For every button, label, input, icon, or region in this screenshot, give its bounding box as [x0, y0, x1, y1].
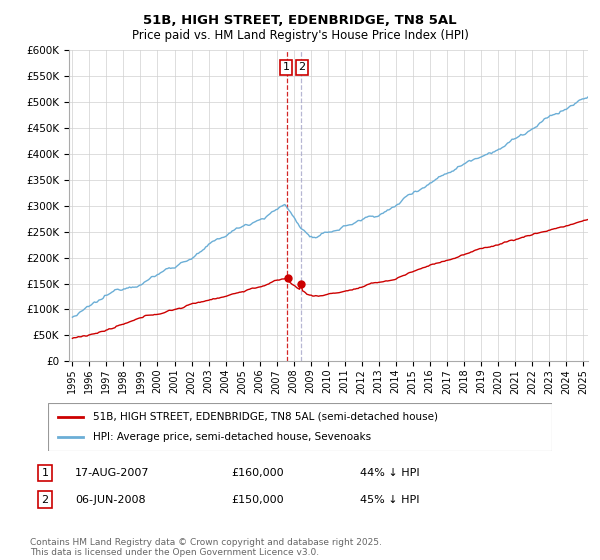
Text: 51B, HIGH STREET, EDENBRIDGE, TN8 5AL (semi-detached house): 51B, HIGH STREET, EDENBRIDGE, TN8 5AL (s… [94, 412, 439, 422]
Text: 1: 1 [283, 63, 289, 72]
Text: Contains HM Land Registry data © Crown copyright and database right 2025.
This d: Contains HM Land Registry data © Crown c… [30, 538, 382, 557]
Text: 2: 2 [299, 63, 305, 72]
Text: 17-AUG-2007: 17-AUG-2007 [75, 468, 149, 478]
Text: 06-JUN-2008: 06-JUN-2008 [75, 494, 146, 505]
Text: Price paid vs. HM Land Registry's House Price Index (HPI): Price paid vs. HM Land Registry's House … [131, 29, 469, 42]
Text: 45% ↓ HPI: 45% ↓ HPI [360, 494, 419, 505]
Text: £160,000: £160,000 [231, 468, 284, 478]
Text: 44% ↓ HPI: 44% ↓ HPI [360, 468, 419, 478]
Text: 2: 2 [41, 494, 49, 505]
Text: HPI: Average price, semi-detached house, Sevenoaks: HPI: Average price, semi-detached house,… [94, 432, 371, 442]
Text: £150,000: £150,000 [231, 494, 284, 505]
Text: 51B, HIGH STREET, EDENBRIDGE, TN8 5AL: 51B, HIGH STREET, EDENBRIDGE, TN8 5AL [143, 14, 457, 27]
Text: 1: 1 [41, 468, 49, 478]
